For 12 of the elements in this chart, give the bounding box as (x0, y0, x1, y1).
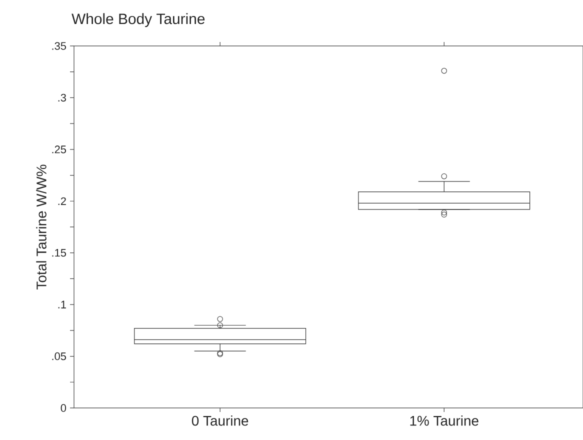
y-tick-label: .2 (58, 197, 66, 205)
y-tick-label: .35 (52, 42, 66, 50)
x-tick-label: 0 Taurine (192, 416, 248, 426)
x-tick-label: 1% Taurine (410, 416, 478, 426)
y-tick-label: 0 (60, 404, 66, 412)
chart-title: Whole Body Taurine (72, 13, 205, 28)
y-tick-label: .05 (52, 352, 66, 360)
y-tick-label: .25 (52, 146, 66, 154)
y-tick-label: .1 (58, 300, 66, 308)
y-tick-label: .3 (58, 94, 66, 102)
y-axis-title: Total Taurine W/W% (36, 164, 46, 290)
y-tick-label: .15 (52, 249, 66, 257)
